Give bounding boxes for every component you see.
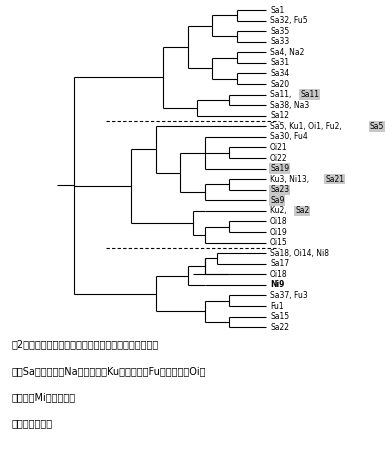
Text: Sa23: Sa23 <box>270 185 289 194</box>
Text: Sa20: Sa20 <box>270 79 289 88</box>
Text: Oi19: Oi19 <box>270 228 288 237</box>
Text: Sa5, Ku1, Oi1, Fu2,: Sa5, Ku1, Oi1, Fu2, <box>270 122 344 131</box>
Text: Sa5: Sa5 <box>370 122 384 131</box>
Text: Sa33: Sa33 <box>270 37 290 46</box>
Text: Sa30, Fu4: Sa30, Fu4 <box>270 133 308 142</box>
Text: Sa11,: Sa11, <box>270 90 294 99</box>
Text: Sa35: Sa35 <box>270 27 290 36</box>
Text: ム（Sa：佐賀県，Na：長崎県，Ku：熊本県，Fu：福岡県，Oi：: ム（Sa：佐賀県，Na：長崎県，Ku：熊本県，Fu：福岡県，Oi： <box>12 366 206 376</box>
Text: Oi18: Oi18 <box>270 270 288 279</box>
Text: Sa4, Na2: Sa4, Na2 <box>270 48 305 57</box>
Text: Oi22: Oi22 <box>270 153 288 162</box>
Text: 網かけは感性菌: 網かけは感性菌 <box>12 418 53 428</box>
Text: Sa9: Sa9 <box>270 196 285 205</box>
Text: Sa11: Sa11 <box>300 90 319 99</box>
Text: Ku2,: Ku2, <box>270 207 289 216</box>
Text: Oi18: Oi18 <box>270 217 288 226</box>
Text: Sa38, Na3: Sa38, Na3 <box>270 101 310 110</box>
Text: Sa22: Sa22 <box>270 323 289 332</box>
Text: Oi15: Oi15 <box>270 238 288 247</box>
Text: Sa37, Fu3: Sa37, Fu3 <box>270 291 308 300</box>
Text: Sa31: Sa31 <box>270 58 289 67</box>
Text: 図2．耲性菌の遺伝子型に基づき作成したデンドログラ: 図2．耲性菌の遺伝子型に基づき作成したデンドログラ <box>12 340 159 350</box>
Text: Sa18, Oi14, Ni8: Sa18, Oi14, Ni8 <box>270 249 329 258</box>
Text: 大分県，Mi：宮崎県）: 大分県，Mi：宮崎県） <box>12 392 76 402</box>
Text: Sa2: Sa2 <box>295 207 309 216</box>
Text: Sa32, Fu5: Sa32, Fu5 <box>270 16 308 25</box>
Text: Sa34: Sa34 <box>270 69 290 78</box>
Text: Sa1: Sa1 <box>270 6 285 15</box>
Text: Ni9: Ni9 <box>270 280 285 289</box>
Text: Fu1: Fu1 <box>270 302 284 311</box>
Text: Sa19: Sa19 <box>270 164 289 173</box>
Text: Sa12: Sa12 <box>270 111 289 120</box>
Text: Sa15: Sa15 <box>270 312 289 321</box>
Text: Oi21: Oi21 <box>270 143 288 152</box>
Text: Sa17: Sa17 <box>270 259 289 268</box>
Text: Sa21: Sa21 <box>325 175 344 184</box>
Text: Ku3, Ni13,: Ku3, Ni13, <box>270 175 311 184</box>
